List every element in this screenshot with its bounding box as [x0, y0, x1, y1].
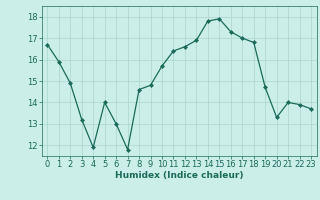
X-axis label: Humidex (Indice chaleur): Humidex (Indice chaleur): [115, 171, 244, 180]
